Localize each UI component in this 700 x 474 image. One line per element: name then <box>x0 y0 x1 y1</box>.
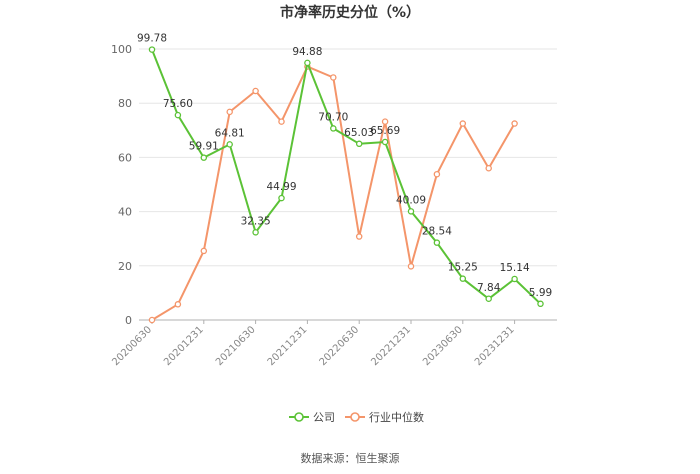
legend-swatch-marker <box>350 412 360 422</box>
data-point <box>511 275 518 283</box>
data-point <box>226 141 233 148</box>
legend-label: 公司 <box>313 411 335 424</box>
y-axis-ticks: 0 20 40 60 80 100 <box>111 43 132 327</box>
x-tick-label: 20210630 <box>214 324 258 368</box>
data-point <box>407 208 415 215</box>
series-line-1 <box>151 65 516 321</box>
legend[interactable]: 公司 行业中位数 <box>289 410 424 424</box>
y-tick-label: 40 <box>118 206 132 219</box>
data-source-note: 数据来源：恒生聚源 <box>301 451 400 465</box>
legend-item-0[interactable]: 公司 <box>289 411 335 424</box>
x-axis: 20200630 20201231 20210630 20211231 20220630… <box>110 320 517 368</box>
data-label: 75.60 <box>163 98 193 110</box>
data-point <box>485 164 492 172</box>
series-layer: 99.78 75.60 59.91 64.81 32.35 44.99 94.88 70.70… <box>137 33 552 324</box>
data-point <box>226 108 233 116</box>
data-point <box>459 120 467 127</box>
data-point <box>381 118 389 125</box>
data-point <box>252 229 259 236</box>
legend-swatch-marker <box>294 412 304 422</box>
data-point <box>407 263 415 270</box>
data-point <box>330 74 337 81</box>
data-label: 40.09 <box>396 194 426 206</box>
data-label: 15.14 <box>500 262 530 274</box>
data-point <box>148 46 156 53</box>
data-point <box>355 233 363 240</box>
data-point <box>174 111 182 119</box>
x-tick-label: 20220630 <box>318 324 362 368</box>
data-point <box>278 118 285 125</box>
grid-lines <box>139 48 557 321</box>
x-tick-label: 20221231 <box>369 324 413 368</box>
data-label: 7.84 <box>477 282 501 294</box>
data-point <box>381 138 389 146</box>
x-tick-label: 20201231 <box>162 324 206 368</box>
data-point <box>304 59 311 67</box>
x-tick-label: 20200630 <box>110 324 154 368</box>
y-tick-label: 20 <box>118 260 132 273</box>
data-label: 65.69 <box>370 125 400 137</box>
legend-label: 行业中位数 <box>369 410 424 424</box>
data-point <box>485 295 492 303</box>
x-tick-label: 20230630 <box>421 324 465 368</box>
data-point <box>355 140 363 148</box>
data-point <box>433 170 441 178</box>
series-line-0 <box>151 49 542 305</box>
data-label: 65.03 <box>344 127 374 139</box>
data-label: 15.25 <box>448 262 478 274</box>
data-point <box>174 301 182 308</box>
data-point <box>537 300 544 308</box>
data-point <box>433 239 441 246</box>
data-point <box>459 275 467 282</box>
data-label: 64.81 <box>215 127 245 139</box>
x-tick-label: 20211231 <box>266 324 310 368</box>
x-tick-label: 20231231 <box>473 324 517 368</box>
legend-item-1[interactable]: 行业中位数 <box>345 410 424 424</box>
data-label: 44.99 <box>266 181 296 193</box>
data-point <box>148 316 156 324</box>
y-tick-label: 0 <box>125 314 132 327</box>
y-tick-label: 60 <box>118 151 132 164</box>
data-point <box>252 87 259 95</box>
data-label: 59.91 <box>189 141 219 153</box>
data-label: 5.99 <box>529 287 552 299</box>
data-point <box>200 154 208 161</box>
data-label: 94.88 <box>292 46 322 58</box>
y-tick-label: 80 <box>118 97 132 110</box>
data-label: 70.70 <box>318 111 348 123</box>
data-point <box>511 120 518 127</box>
data-point <box>200 247 208 255</box>
data-label: 32.35 <box>241 215 271 227</box>
y-tick-label: 100 <box>111 43 132 56</box>
data-label: 28.54 <box>422 226 452 238</box>
data-point <box>278 194 285 202</box>
chart-title: 市净率历史分位（%） <box>280 4 420 21</box>
data-label: 99.78 <box>137 33 167 45</box>
data-point <box>330 125 337 132</box>
